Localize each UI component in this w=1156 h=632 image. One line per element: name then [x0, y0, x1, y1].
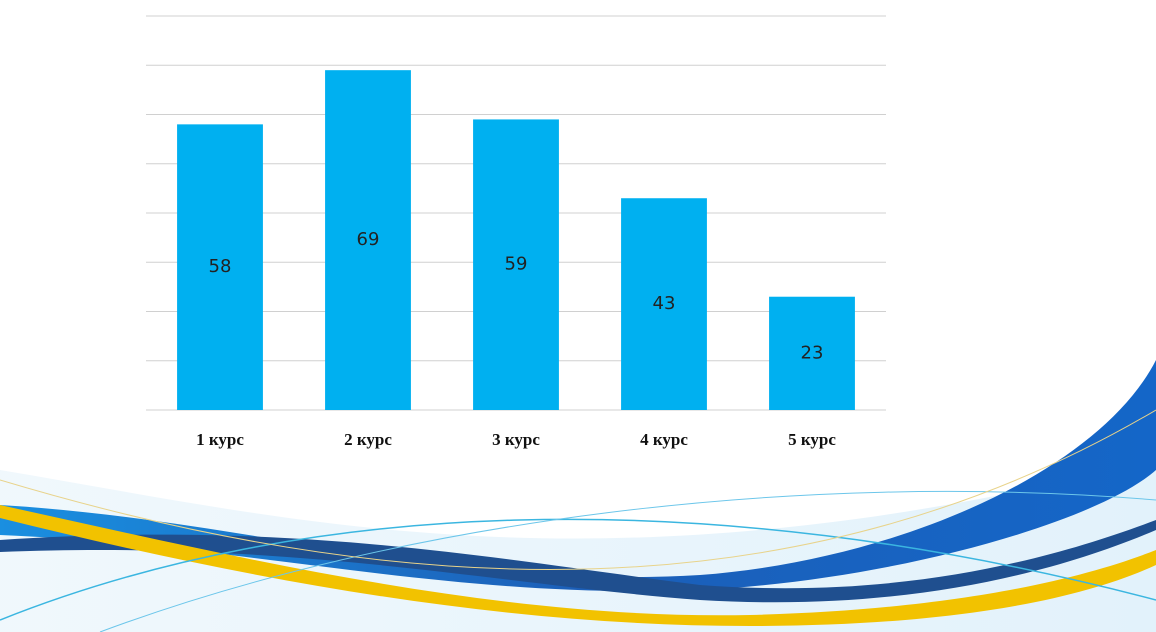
data-label: 69 [357, 229, 380, 250]
x-tick-label: 4 курс [640, 430, 688, 449]
decoration [0, 360, 1156, 632]
bar [769, 296, 855, 410]
data-label: 58 [209, 256, 232, 277]
bar [325, 70, 411, 411]
data-label: 43 [653, 293, 676, 314]
bar [621, 198, 707, 410]
x-tick-label: 1 курс [196, 430, 244, 449]
x-tick-label: 2 курс [344, 430, 392, 449]
bar [177, 124, 263, 410]
data-label: 59 [505, 254, 528, 275]
bar [473, 119, 559, 411]
x-tick-label: 5 курс [788, 430, 836, 449]
x-tick-label: 3 курс [492, 430, 540, 449]
data-label: 23 [801, 342, 824, 363]
